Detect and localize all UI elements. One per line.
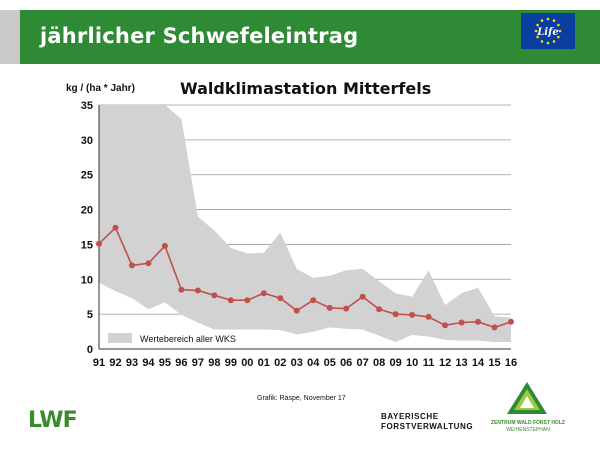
data-point: [359, 293, 366, 300]
data-point: [260, 290, 267, 297]
y-tick-label: 30: [81, 135, 93, 147]
eu-star: [534, 29, 538, 33]
y-tick-label: 5: [87, 309, 93, 321]
y-tick-label: 0: [87, 344, 93, 356]
x-tick-label: 98: [208, 357, 220, 369]
data-point: [128, 262, 135, 269]
eu-star: [546, 17, 550, 21]
data-point: [112, 224, 119, 231]
bavarian-forestry-line2: FORSTVERWALTUNG: [381, 422, 474, 431]
header-bar: [0, 10, 600, 64]
x-tick-label: 07: [357, 357, 369, 369]
x-tick-label: 00: [241, 357, 253, 369]
x-tick-label: 95: [159, 357, 171, 369]
data-point: [508, 318, 514, 325]
y-tick-label: 10: [81, 274, 93, 286]
chart-title: Waldklimastation Mitterfels: [180, 79, 432, 98]
eu-star: [552, 19, 556, 22]
zwfh-logo: ZENTRUM WALD FORST HOLZ WEIHENSTEPHAN: [478, 420, 578, 434]
eu-life-text: Life: [536, 27, 559, 38]
data-point: [277, 295, 284, 302]
x-tick-label: 91: [93, 357, 105, 369]
y-axis-label: kg / (ha * Jahr): [66, 83, 135, 94]
data-point: [178, 286, 185, 293]
x-tick-label: 93: [126, 357, 138, 369]
x-tick-label: 94: [142, 357, 155, 369]
eu-star: [540, 19, 544, 22]
eu-star: [558, 29, 562, 33]
data-point: [409, 311, 416, 318]
data-point: [326, 304, 333, 311]
x-tick-label: 99: [225, 357, 237, 369]
data-point: [211, 292, 218, 299]
x-tick-label: 04: [307, 357, 320, 369]
y-tick-label: 15: [81, 239, 93, 251]
x-tick-label: 08: [373, 357, 385, 369]
slide-title: jährlicher Schwefeleintrag: [40, 24, 359, 48]
data-point: [194, 287, 201, 294]
bavarian-forestry-line1: BAYERISCHE: [381, 412, 439, 421]
data-point: [161, 242, 168, 249]
data-point: [475, 318, 482, 325]
data-point: [491, 324, 498, 331]
x-tick-label: 97: [192, 357, 204, 369]
eu-star: [557, 23, 560, 27]
eu-star: [557, 35, 560, 39]
x-tick-label: 05: [324, 357, 336, 369]
eu-stars-icon: Life: [521, 13, 575, 49]
data-point: [376, 306, 383, 313]
eu-life-logo: Life: [521, 13, 575, 49]
range-band: [99, 105, 511, 343]
legend-layer: Wertebereich aller WKS: [108, 333, 236, 344]
range-band-layer: [99, 105, 511, 343]
x-tick-label: 06: [340, 357, 352, 369]
legend-swatch: [108, 333, 132, 343]
zwfh-line2: WEIHENSTEPHAN: [506, 427, 550, 433]
data-point: [425, 313, 432, 320]
x-tick-label: 15: [488, 357, 500, 369]
tree-icon: [507, 382, 547, 414]
data-point: [392, 311, 399, 318]
x-tick-label: 10: [406, 357, 418, 369]
header-accent: [0, 10, 20, 64]
data-point: [227, 297, 234, 304]
slide-header: jährlicher Schwefeleintrag Life: [0, 0, 600, 64]
data-point: [96, 240, 102, 247]
data-point: [145, 260, 152, 267]
x-tick-label: 16: [505, 357, 517, 369]
eu-star: [540, 40, 544, 43]
x-tick-label: 13: [455, 357, 467, 369]
eu-star: [552, 40, 556, 43]
x-tick-label: 01: [258, 357, 270, 369]
data-point: [442, 322, 449, 329]
chart-credit: Grafik: Raspe, November 17: [257, 395, 346, 402]
data-point: [244, 297, 251, 304]
eu-star: [546, 41, 550, 45]
data-point: [343, 305, 350, 312]
x-tick-label: 02: [274, 357, 286, 369]
eu-star: [536, 35, 539, 39]
x-tick-label: 92: [109, 357, 121, 369]
data-point: [293, 307, 300, 314]
data-point: [458, 319, 465, 326]
x-tick-label: 96: [175, 357, 187, 369]
lwf-logo: LWF: [28, 408, 78, 433]
bavarian-forestry-logo: BAYERISCHE FORSTVERWALTUNG: [381, 412, 473, 432]
series-layer: [96, 224, 514, 331]
x-tick-label: 14: [472, 357, 485, 369]
legend-label: Wertebereich aller WKS: [140, 334, 236, 344]
y-tick-label: 20: [81, 205, 93, 217]
data-point: [310, 297, 317, 304]
zwfh-line1: ZENTRUM WALD FORST HOLZ: [491, 420, 565, 426]
x-tick-label: 03: [291, 357, 303, 369]
y-tick-label: 25: [81, 170, 93, 182]
x-tick-label: 09: [390, 357, 402, 369]
x-tick-label: 12: [439, 357, 451, 369]
series-line: [98, 226, 512, 329]
eu-star: [536, 23, 539, 27]
y-tick-label: 35: [81, 100, 93, 112]
x-tick-label: 11: [423, 357, 435, 369]
